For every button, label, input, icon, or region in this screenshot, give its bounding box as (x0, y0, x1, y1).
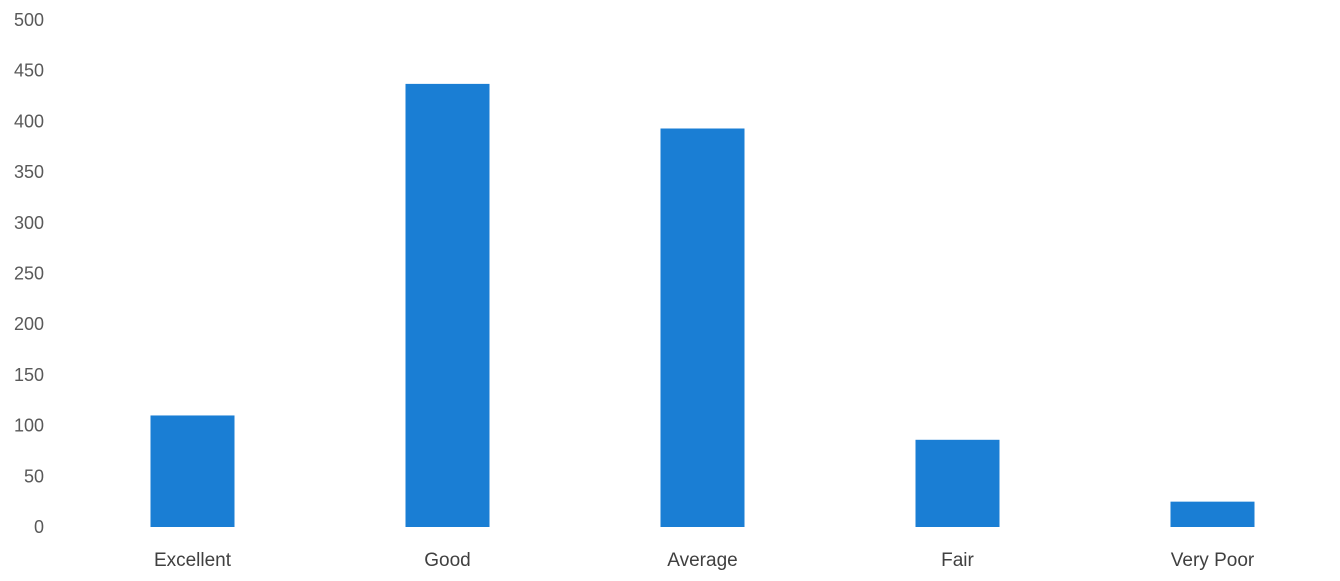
bar-good (405, 83, 490, 527)
y-tick-label: 250 (14, 264, 44, 284)
x-category-label: Good (424, 550, 470, 571)
y-tick-label: 0 (34, 517, 44, 537)
y-tick-label: 450 (14, 61, 44, 81)
x-category-label: Excellent (154, 550, 232, 571)
x-axis: Excellent Good Average Fair Very Poor (154, 550, 1255, 571)
y-tick-label: 100 (14, 416, 44, 436)
y-axis: 0 50 100 150 200 250 300 350 400 450 500 (14, 10, 44, 537)
x-category-label: Fair (941, 550, 974, 571)
x-category-label: Average (667, 550, 737, 571)
bar-excellent (150, 415, 235, 527)
y-tick-label: 500 (14, 10, 44, 30)
y-tick-label: 350 (14, 162, 44, 182)
x-category-label: Very Poor (1171, 550, 1255, 571)
bar-fair (915, 439, 1000, 527)
y-tick-label: 200 (14, 314, 44, 334)
y-tick-label: 300 (14, 213, 44, 233)
y-tick-label: 400 (14, 111, 44, 131)
y-tick-label: 50 (24, 466, 44, 486)
bar-very-poor (1170, 501, 1255, 527)
bar-average (660, 128, 745, 528)
y-tick-label: 150 (14, 365, 44, 385)
bars (150, 83, 1255, 528)
